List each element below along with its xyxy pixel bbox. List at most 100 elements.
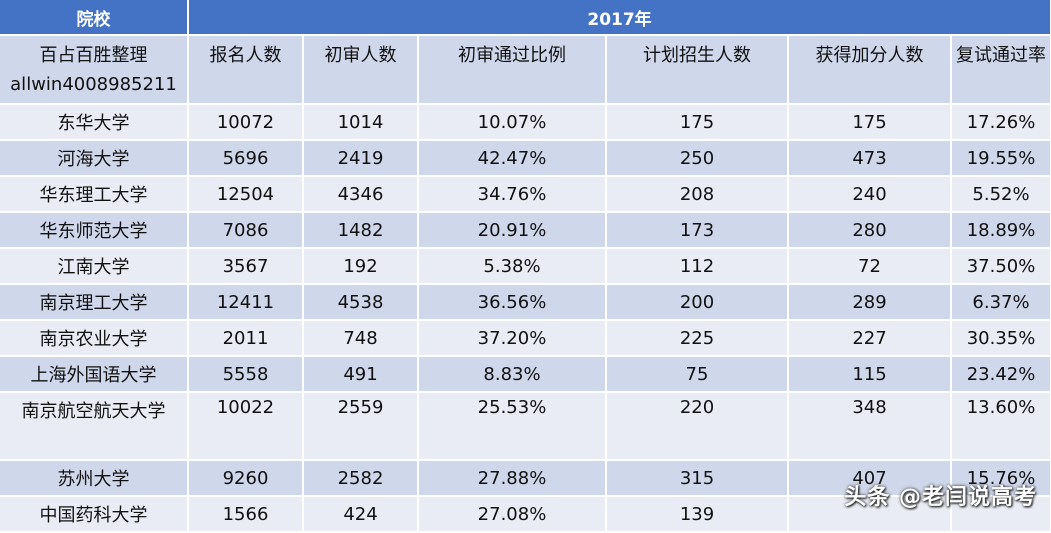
value-cell: 42.47% bbox=[418, 140, 607, 177]
school-cell: 南京农业大学 bbox=[0, 320, 189, 357]
value-cell: 4346 bbox=[303, 176, 419, 213]
value-cell: 175 bbox=[606, 104, 789, 141]
school-cell: 上海外国语大学 bbox=[0, 356, 189, 393]
value-cell: 200 bbox=[606, 284, 789, 321]
value-cell: 289 bbox=[788, 284, 952, 321]
value-cell: 3567 bbox=[188, 248, 304, 285]
value-cell: 220 bbox=[606, 392, 789, 461]
value-cell: 115 bbox=[788, 356, 952, 393]
org-label-line1: 百占百胜整理 bbox=[39, 45, 148, 66]
value-cell: 15.76% bbox=[951, 460, 1051, 497]
table-row: 上海外国语大学 5558 491 8.83% 75 115 23.42% bbox=[0, 356, 1051, 393]
table-row: 东华大学 10072 1014 10.07% 175 175 17.26% bbox=[0, 104, 1051, 141]
table-row: 河海大学 5696 2419 42.47% 250 473 19.55% bbox=[0, 140, 1051, 177]
table-row: 苏州大学 9260 2582 27.88% 315 407 15.76% bbox=[0, 460, 1051, 497]
value-cell: 225 bbox=[606, 320, 789, 357]
school-cell: 南京理工大学 bbox=[0, 284, 189, 321]
value-cell: 23.42% bbox=[951, 356, 1051, 393]
value-cell: 424 bbox=[303, 496, 419, 533]
column-header-bonus: 获得加分人数 bbox=[788, 35, 952, 105]
table-row: 江南大学 3567 192 5.38% 112 72 37.50% bbox=[0, 248, 1051, 285]
value-cell: 2559 bbox=[303, 392, 419, 461]
org-label-line2: allwin4008985211 bbox=[10, 74, 177, 95]
value-cell: 208 bbox=[606, 176, 789, 213]
value-cell: 19.55% bbox=[951, 140, 1051, 177]
school-column-header: 院校 bbox=[0, 0, 189, 36]
value-cell: 10072 bbox=[188, 104, 304, 141]
school-cell: 苏州大学 bbox=[0, 460, 189, 497]
school-cell: 华东理工大学 bbox=[0, 176, 189, 213]
value-cell: 30.35% bbox=[951, 320, 1051, 357]
value-cell: 348 bbox=[788, 392, 952, 461]
value-cell: 173 bbox=[606, 212, 789, 249]
value-cell: 112 bbox=[606, 248, 789, 285]
value-cell: 240 bbox=[788, 176, 952, 213]
watermark: 头条 @老闫说高考 bbox=[844, 485, 1037, 510]
table-row: 南京航空航天大学 10022 2559 25.53% 220 348 13.60% bbox=[0, 392, 1051, 461]
value-cell: 1566 bbox=[188, 496, 304, 533]
value-cell: 20.91% bbox=[418, 212, 607, 249]
org-label: 百占百胜整理 allwin4008985211 bbox=[0, 35, 189, 105]
value-cell: 227 bbox=[788, 320, 952, 357]
value-cell: 139 bbox=[606, 496, 789, 533]
value-cell: 17.26% bbox=[951, 104, 1051, 141]
value-cell: 12504 bbox=[188, 176, 304, 213]
value-cell: 315 bbox=[606, 460, 789, 497]
value-cell: 27.88% bbox=[418, 460, 607, 497]
value-cell: 473 bbox=[788, 140, 952, 177]
value-cell: 748 bbox=[303, 320, 419, 357]
value-cell: 2011 bbox=[188, 320, 304, 357]
value-cell: 192 bbox=[303, 248, 419, 285]
value-cell: 9260 bbox=[188, 460, 304, 497]
value-cell: 491 bbox=[303, 356, 419, 393]
school-cell: 华东师范大学 bbox=[0, 212, 189, 249]
column-header-prescreened: 初审人数 bbox=[303, 35, 419, 105]
table-row: 华东理工大学 12504 4346 34.76% 208 240 5.52% bbox=[0, 176, 1051, 213]
school-cell: 江南大学 bbox=[0, 248, 189, 285]
value-cell: 2419 bbox=[303, 140, 419, 177]
school-cell: 东华大学 bbox=[0, 104, 189, 141]
column-header-retest-rate: 复试通过率 bbox=[951, 35, 1051, 105]
value-cell: 280 bbox=[788, 212, 952, 249]
value-cell: 6.37% bbox=[951, 284, 1051, 321]
value-cell: 25.53% bbox=[418, 392, 607, 461]
subheader-row: 百占百胜整理 allwin4008985211 报名人数 初审人数 初审通过比例… bbox=[0, 35, 1051, 105]
table-row: 南京农业大学 2011 748 37.20% 225 227 30.35% bbox=[0, 320, 1051, 357]
value-cell: 27.08% bbox=[418, 496, 607, 533]
column-header-prescreen-rate: 初审通过比例 bbox=[418, 35, 607, 105]
table-row: 南京理工大学 12411 4538 36.56% 200 289 6.37% bbox=[0, 284, 1051, 321]
value-cell: 2582 bbox=[303, 460, 419, 497]
value-cell: 37.20% bbox=[418, 320, 607, 357]
value-cell: 1482 bbox=[303, 212, 419, 249]
value-cell: 34.76% bbox=[418, 176, 607, 213]
value-cell: 5696 bbox=[188, 140, 304, 177]
column-header-applicants: 报名人数 bbox=[188, 35, 304, 105]
value-cell: 75 bbox=[606, 356, 789, 393]
value-cell: 12411 bbox=[188, 284, 304, 321]
value-cell: 36.56% bbox=[418, 284, 607, 321]
school-cell: 河海大学 bbox=[0, 140, 189, 177]
column-header-plan: 计划招生人数 bbox=[606, 35, 789, 105]
value-cell: 37.50% bbox=[951, 248, 1051, 285]
table-row: 华东师范大学 7086 1482 20.91% 173 280 18.89% bbox=[0, 212, 1051, 249]
school-cell: 中国药科大学 bbox=[0, 496, 189, 533]
year-header: 2017年 bbox=[188, 0, 1051, 36]
value-cell: 250 bbox=[606, 140, 789, 177]
value-cell: 4538 bbox=[303, 284, 419, 321]
value-cell: 72 bbox=[788, 248, 952, 285]
value-cell: 407 bbox=[788, 460, 952, 497]
value-cell: 7086 bbox=[188, 212, 304, 249]
value-cell: 1014 bbox=[303, 104, 419, 141]
value-cell: 10022 bbox=[188, 392, 304, 461]
header-row: 院校 2017年 bbox=[0, 0, 1051, 36]
value-cell: 8.83% bbox=[418, 356, 607, 393]
value-cell: 18.89% bbox=[951, 212, 1051, 249]
value-cell: 175 bbox=[788, 104, 952, 141]
value-cell: 5558 bbox=[188, 356, 304, 393]
value-cell: 5.38% bbox=[418, 248, 607, 285]
school-cell: 南京航空航天大学 bbox=[0, 392, 189, 461]
value-cell: 5.52% bbox=[951, 176, 1051, 213]
value-cell: 13.60% bbox=[951, 392, 1051, 461]
value-cell: 10.07% bbox=[418, 104, 607, 141]
